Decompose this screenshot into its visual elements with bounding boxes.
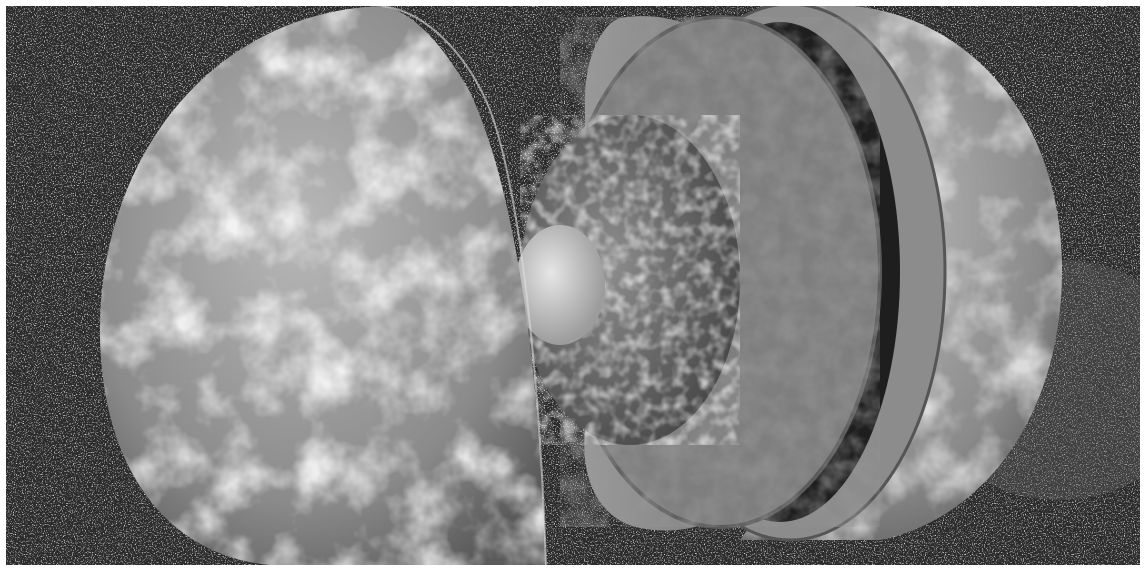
outer-core (520, 115, 740, 445)
inner-core (515, 225, 605, 345)
